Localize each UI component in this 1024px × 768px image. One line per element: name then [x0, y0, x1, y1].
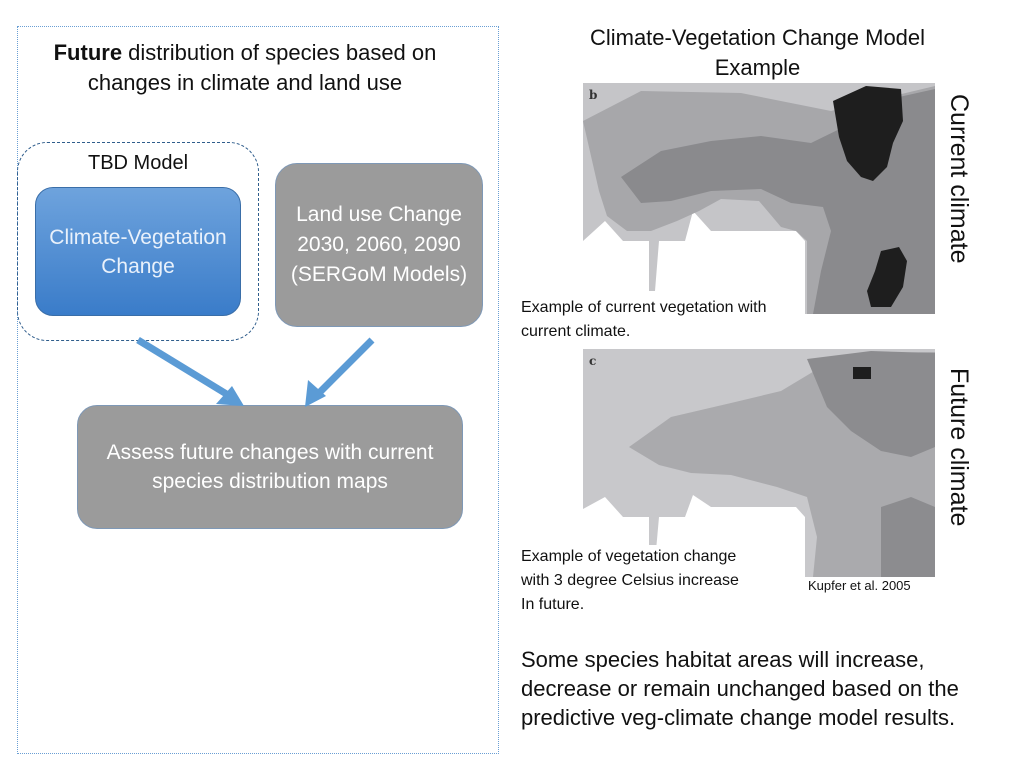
- diagram-title: Future distribution of species based on …: [25, 38, 465, 98]
- map-future-dark: [807, 351, 935, 457]
- right-title: Climate-Vegetation Change Model Example: [589, 25, 926, 80]
- title-rest: distribution of species based on changes…: [87, 40, 437, 95]
- climate-vegetation-text: Climate-Vegetation Change: [49, 225, 227, 278]
- left-panel: [17, 26, 499, 754]
- map-current-black-bottom: [867, 247, 907, 307]
- map-current-black-top: [833, 86, 903, 181]
- title-bold: Future: [53, 40, 123, 65]
- tbd-model-label: TBD Model: [87, 152, 189, 174]
- map-future-vegetation: c: [583, 349, 935, 577]
- climate-vegetation-box: Climate-Vegetation Change: [35, 187, 241, 316]
- caption-future-line-2: with 3 degree Celsius increase: [521, 572, 739, 589]
- caption-future: Example of vegetation change with 3 degr…: [521, 545, 787, 617]
- map-current-letter: b: [589, 88, 597, 102]
- map-future-letter: c: [589, 354, 596, 368]
- map-current-vegetation: b: [583, 83, 935, 314]
- land-use-box: Land use Change 2030, 2060, 2090 (SERGoM…: [275, 163, 483, 327]
- current-climate-label: Current climate: [945, 94, 973, 264]
- future-climate-label: Future climate: [945, 368, 973, 527]
- caption-future-line-3: In future.: [521, 596, 585, 613]
- conclusion-text: Some species habitat areas will increase…: [521, 647, 959, 730]
- assess-box: Assess future changes with current speci…: [77, 405, 463, 529]
- citation: Kupfer et al. 2005: [808, 578, 911, 593]
- caption-future-line-1: Example of vegetation change: [521, 548, 737, 565]
- land-use-text: Land use Change 2030, 2060, 2090 (SERGoM…: [290, 203, 468, 286]
- assess-text: Assess future changes with current speci…: [106, 441, 434, 493]
- map-future-black-patch: [853, 367, 871, 379]
- map-future-dark-bottom: [881, 497, 935, 577]
- caption-current: Example of current vegetation with curre…: [521, 296, 797, 344]
